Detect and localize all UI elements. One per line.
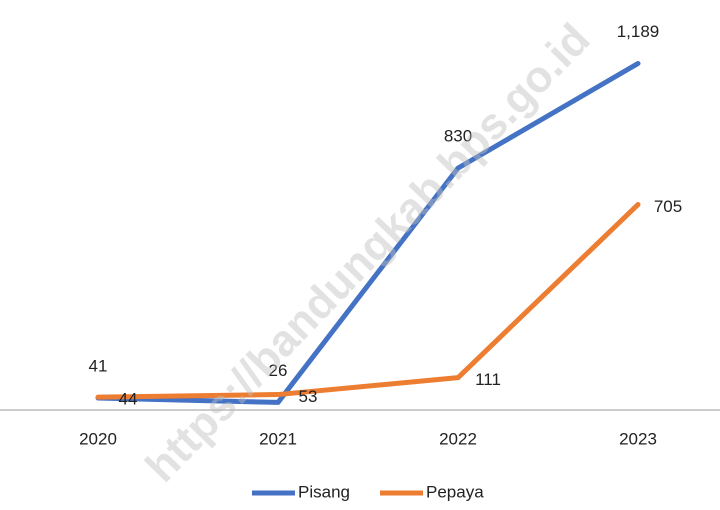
data-label: 1,189 (617, 22, 660, 41)
data-label: 26 (269, 361, 288, 380)
data-label: 41 (89, 357, 108, 376)
data-label: 53 (299, 387, 318, 406)
legend-label: Pisang (298, 482, 350, 501)
x-tick-label: 2020 (79, 429, 117, 448)
series-line (95, 202, 641, 400)
x-tick-label: 2021 (259, 429, 297, 448)
legend-label: Pepaya (426, 482, 484, 501)
data-label: 111 (475, 370, 501, 389)
data-label: 830 (444, 127, 472, 146)
data-label: 705 (654, 197, 682, 216)
watermark: https://bandungkab.bps.go.id (136, 14, 599, 491)
data-label: 44 (119, 390, 138, 409)
x-tick-label: 2023 (619, 429, 657, 448)
x-tick-label: 2022 (439, 429, 477, 448)
series-line (95, 60, 641, 405)
